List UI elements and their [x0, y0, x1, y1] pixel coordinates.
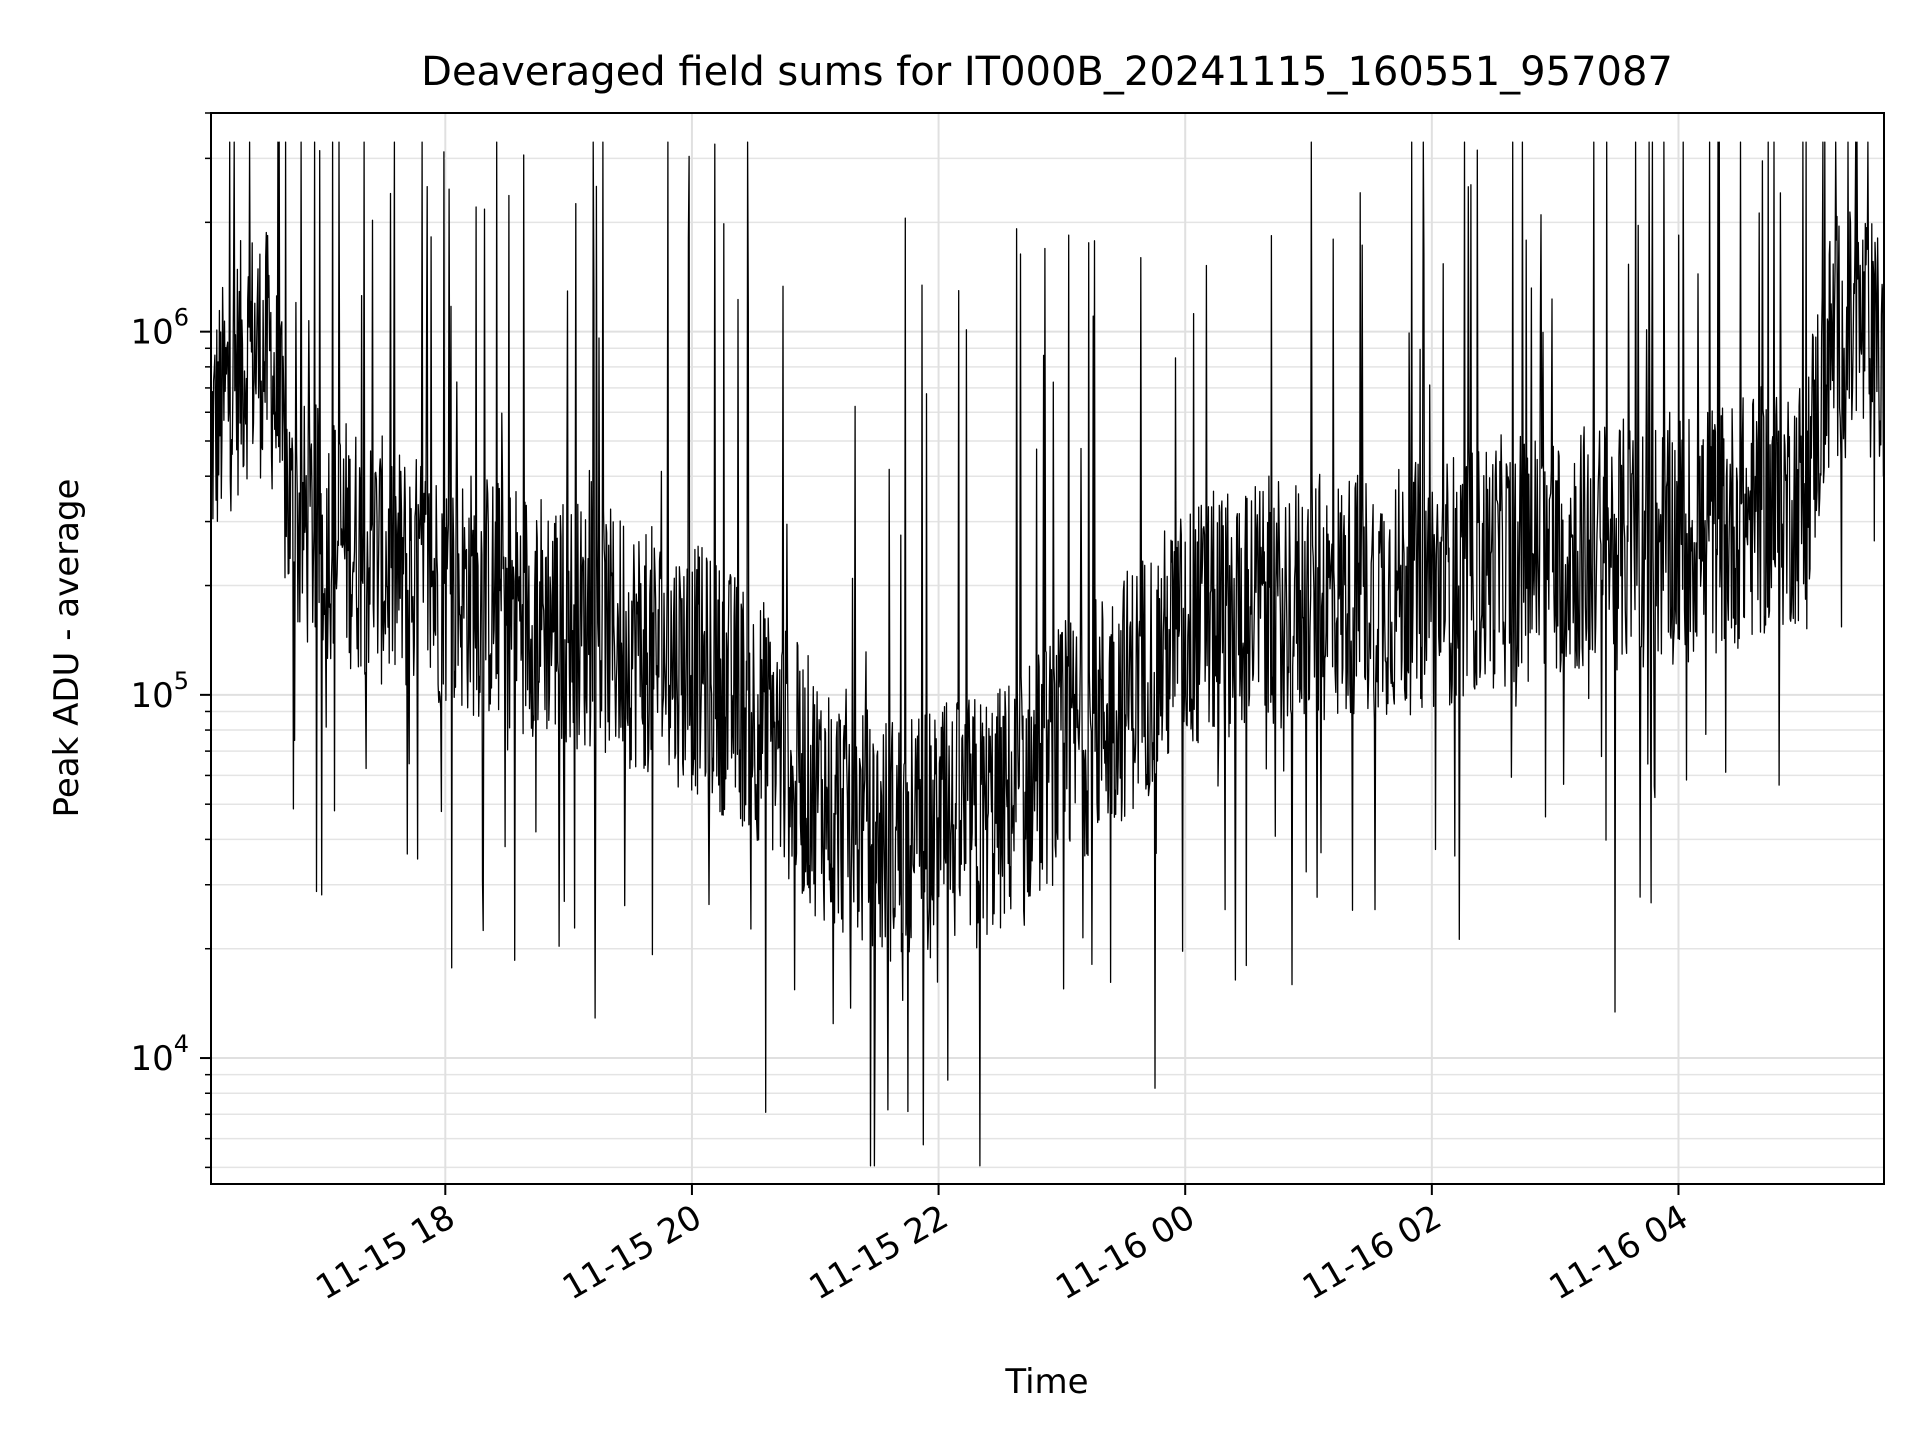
plot-frame	[210, 112, 1885, 1185]
data-series	[210, 141, 1885, 1167]
series-line	[210, 141, 1885, 1167]
y-axis-label: Peak ADU - average	[47, 479, 87, 818]
y-tick-label: 106	[130, 304, 189, 353]
x-axis-label: Time	[1004, 1362, 1088, 1402]
y-tick-label: 104	[130, 1030, 189, 1079]
chart-title: Deaveraged field sums for IT000B_2024111…	[421, 49, 1673, 95]
y-axis: 104 105 106	[130, 112, 211, 1169]
y-tick-label: 105	[130, 667, 189, 716]
